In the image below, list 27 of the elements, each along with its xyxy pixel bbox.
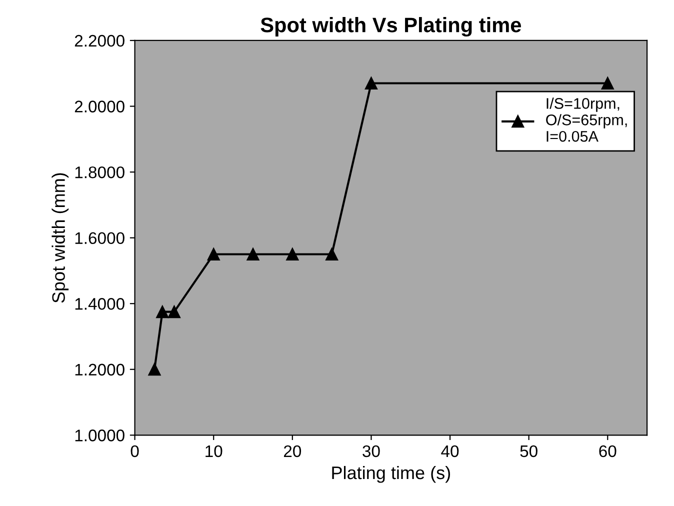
- x-tick-label: 10: [206, 445, 222, 458]
- x-tick-label: 20: [284, 445, 302, 458]
- point: [326, 248, 338, 261]
- point: [364, 76, 378, 90]
- x-axis-title: Plating time (s): [332, 466, 450, 483]
- chart-title: Spot width Vs Plating time: [260, 17, 522, 37]
- x-tick-label: 60: [599, 445, 616, 458]
- x-tick-label: 30: [362, 445, 380, 458]
- x-tick-label: 0: [130, 445, 139, 458]
- point: [286, 248, 299, 261]
- x-tick-label: 50: [520, 445, 538, 458]
- y-tick-label: 1.2000: [75, 364, 124, 376]
- y-tick-label: 1.0000: [75, 430, 124, 442]
- point: [246, 248, 260, 261]
- point: [168, 306, 180, 318]
- point: [601, 76, 614, 90]
- point: [148, 363, 161, 376]
- legend-label: I/S=10rpm, O/S=65rpm, I=0.05A: [546, 98, 627, 142]
- y-axis-title: Spot width (mm): [52, 173, 69, 303]
- y-tick-label: 1.6000: [75, 232, 124, 244]
- point: [156, 306, 169, 318]
- y-tick-label: 1.8000: [75, 166, 124, 178]
- y-tick-label: 2.2000: [74, 34, 124, 47]
- x-tick-label: 40: [441, 445, 459, 458]
- y-tick-label: 1.4000: [75, 298, 124, 310]
- point: [207, 248, 220, 261]
- y-tick-label: 2.0000: [74, 100, 124, 112]
